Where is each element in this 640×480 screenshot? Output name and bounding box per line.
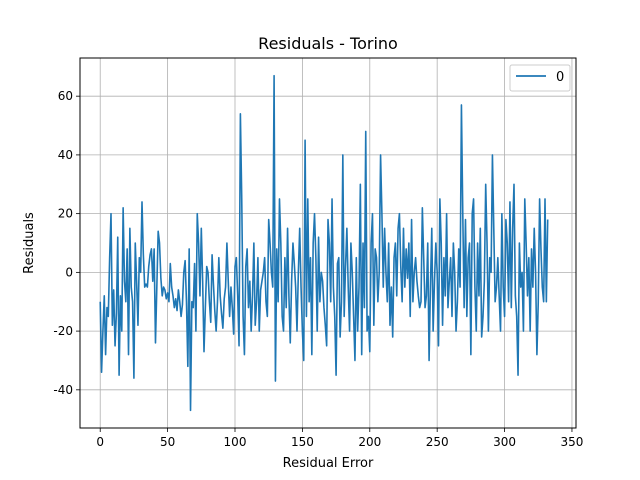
chart-title: Residuals - Torino (258, 34, 398, 53)
x-tick-label: 250 (426, 435, 449, 449)
legend-box (509, 64, 571, 92)
y-tick-label: 20 (58, 207, 73, 221)
x-tick-label: 200 (358, 435, 381, 449)
x-tick-label: 50 (160, 435, 175, 449)
x-tick-label: 350 (561, 435, 584, 449)
series-line-0 (99, 74, 549, 412)
x-tick-label: 100 (224, 435, 247, 449)
x-tick-label: 0 (96, 435, 104, 449)
x-tick-label: 150 (291, 435, 314, 449)
x-axis-ticks: 0 50 100 150 200 250 300 350 (96, 428, 583, 449)
y-axis-label: Residuals (22, 212, 37, 274)
y-tick-label: -20 (53, 324, 73, 338)
y-axis-ticks: -40 -20 0 20 40 60 (53, 89, 80, 397)
y-tick-label: 0 (65, 265, 73, 279)
x-axis-label: Residual Error (283, 456, 374, 471)
series-layer (99, 74, 549, 412)
legend: 0 (509, 64, 571, 92)
y-tick-label: 40 (58, 148, 73, 162)
legend-label: 0 (556, 70, 564, 85)
x-tick-label: 300 (493, 435, 516, 449)
y-tick-label: -40 (53, 383, 73, 397)
y-tick-label: 60 (58, 89, 73, 103)
plot-frame (79, 57, 577, 429)
